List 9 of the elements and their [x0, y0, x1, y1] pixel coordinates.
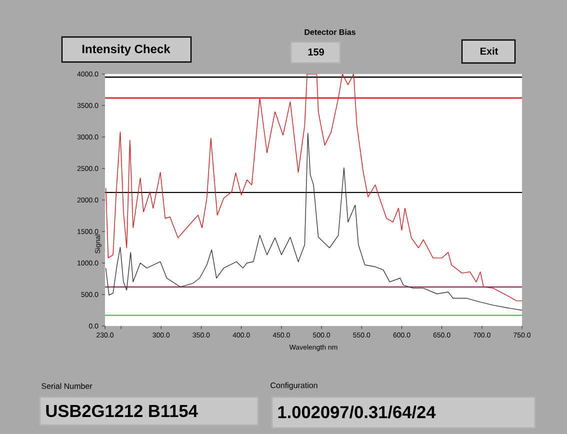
text: Serial Number [42, 383, 92, 389]
text: 1.002097/0.31/64/24 [278, 406, 436, 418]
line-series [105, 132, 522, 311]
text: Exit [480, 47, 498, 55]
text: 159 [308, 48, 324, 56]
text: Intensity Check [82, 44, 170, 56]
text: USB2G1212 B1154 [46, 404, 198, 418]
text: Detector Bias [304, 29, 356, 35]
text: Configuration [270, 382, 318, 390]
